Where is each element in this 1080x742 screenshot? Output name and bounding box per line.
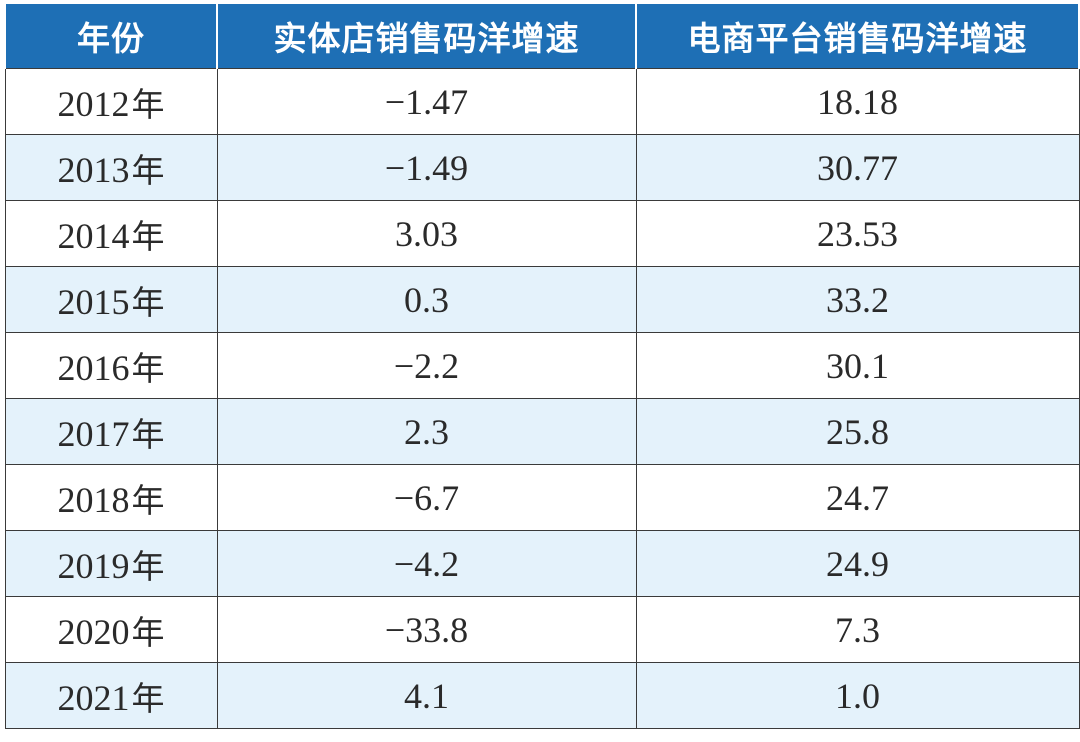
cell-year: 2020年 [4, 596, 218, 663]
cell-store-growth: −1.49 [216, 134, 637, 201]
cell-online-growth: 18.18 [635, 68, 1080, 135]
table-row: 2012年 −1.47 18.18 [4, 68, 1080, 135]
cell-year: 2016年 [4, 332, 218, 399]
cell-year: 2013年 [4, 134, 218, 201]
table-row: 2020年 −33.8 7.3 [4, 596, 1080, 663]
year-suffix: 年 [131, 348, 165, 388]
table-row: 2017年 2.3 25.8 [4, 398, 1080, 465]
cell-store-growth: −4.2 [216, 530, 637, 597]
cell-year: 2015年 [4, 266, 218, 333]
table-row: 2018年 −6.7 24.7 [4, 464, 1080, 531]
year-suffix: 年 [131, 84, 165, 124]
year-number: 2017 [57, 413, 130, 454]
cell-year: 2018年 [4, 464, 218, 531]
year-suffix: 年 [131, 612, 165, 652]
growth-rate-table: 年份 实体店销售码洋增速 电商平台销售码洋增速 2012年 −1.47 18.18 2… [4, 4, 1080, 729]
cell-store-growth: 4.1 [216, 662, 637, 729]
year-suffix: 年 [131, 546, 165, 586]
header-online-growth: 电商平台销售码洋增速 [635, 4, 1080, 69]
year-number: 2015 [57, 281, 130, 322]
cell-store-growth: 2.3 [216, 398, 637, 465]
year-number: 2018 [57, 479, 130, 520]
cell-online-growth: 23.53 [635, 200, 1080, 267]
cell-year: 2017年 [4, 398, 218, 465]
year-number: 2016 [57, 347, 130, 388]
cell-store-growth: 3.03 [216, 200, 637, 267]
cell-year: 2019年 [4, 530, 218, 597]
table-row: 2014年 3.03 23.53 [4, 200, 1080, 267]
year-suffix: 年 [131, 480, 165, 520]
cell-store-growth: −33.8 [216, 596, 637, 663]
table-body: 2012年 −1.47 18.18 2013年 −1.49 30.77 2014年 3.03 2… [4, 68, 1080, 729]
year-suffix: 年 [131, 678, 165, 718]
cell-online-growth: 30.1 [635, 332, 1080, 399]
cell-store-growth: −1.47 [216, 68, 637, 135]
cell-store-growth: −6.7 [216, 464, 637, 531]
cell-online-growth: 7.3 [635, 596, 1080, 663]
header-row: 年份 实体店销售码洋增速 电商平台销售码洋增速 [4, 4, 1080, 69]
cell-year: 2021年 [4, 662, 218, 729]
growth-rate-table-container: 年份 实体店销售码洋增速 电商平台销售码洋增速 2012年 −1.47 18.18 2… [4, 4, 1080, 729]
header-year: 年份 [4, 4, 218, 69]
year-number: 2012 [57, 83, 130, 124]
cell-online-growth: 25.8 [635, 398, 1080, 465]
table-header: 年份 实体店销售码洋增速 电商平台销售码洋增速 [4, 4, 1080, 69]
cell-store-growth: 0.3 [216, 266, 637, 333]
year-number: 2021 [57, 677, 130, 718]
year-suffix: 年 [131, 216, 165, 256]
cell-online-growth: 33.2 [635, 266, 1080, 333]
year-number: 2013 [57, 149, 130, 190]
cell-year: 2012年 [4, 68, 218, 135]
header-store-growth: 实体店销售码洋增速 [216, 4, 637, 69]
year-number: 2014 [57, 215, 130, 256]
year-suffix: 年 [131, 414, 165, 454]
cell-store-growth: −2.2 [216, 332, 637, 399]
cell-online-growth: 30.77 [635, 134, 1080, 201]
table-row: 2021年 4.1 1.0 [4, 662, 1080, 729]
cell-online-growth: 1.0 [635, 662, 1080, 729]
year-number: 2019 [57, 545, 130, 586]
cell-year: 2014年 [4, 200, 218, 267]
cell-online-growth: 24.7 [635, 464, 1080, 531]
year-suffix: 年 [131, 282, 165, 322]
table-row: 2015年 0.3 33.2 [4, 266, 1080, 333]
table-row: 2013年 −1.49 30.77 [4, 134, 1080, 201]
table-row: 2019年 −4.2 24.9 [4, 530, 1080, 597]
table-row: 2016年 −2.2 30.1 [4, 332, 1080, 399]
cell-online-growth: 24.9 [635, 530, 1080, 597]
year-suffix: 年 [131, 150, 165, 190]
year-number: 2020 [57, 611, 130, 652]
